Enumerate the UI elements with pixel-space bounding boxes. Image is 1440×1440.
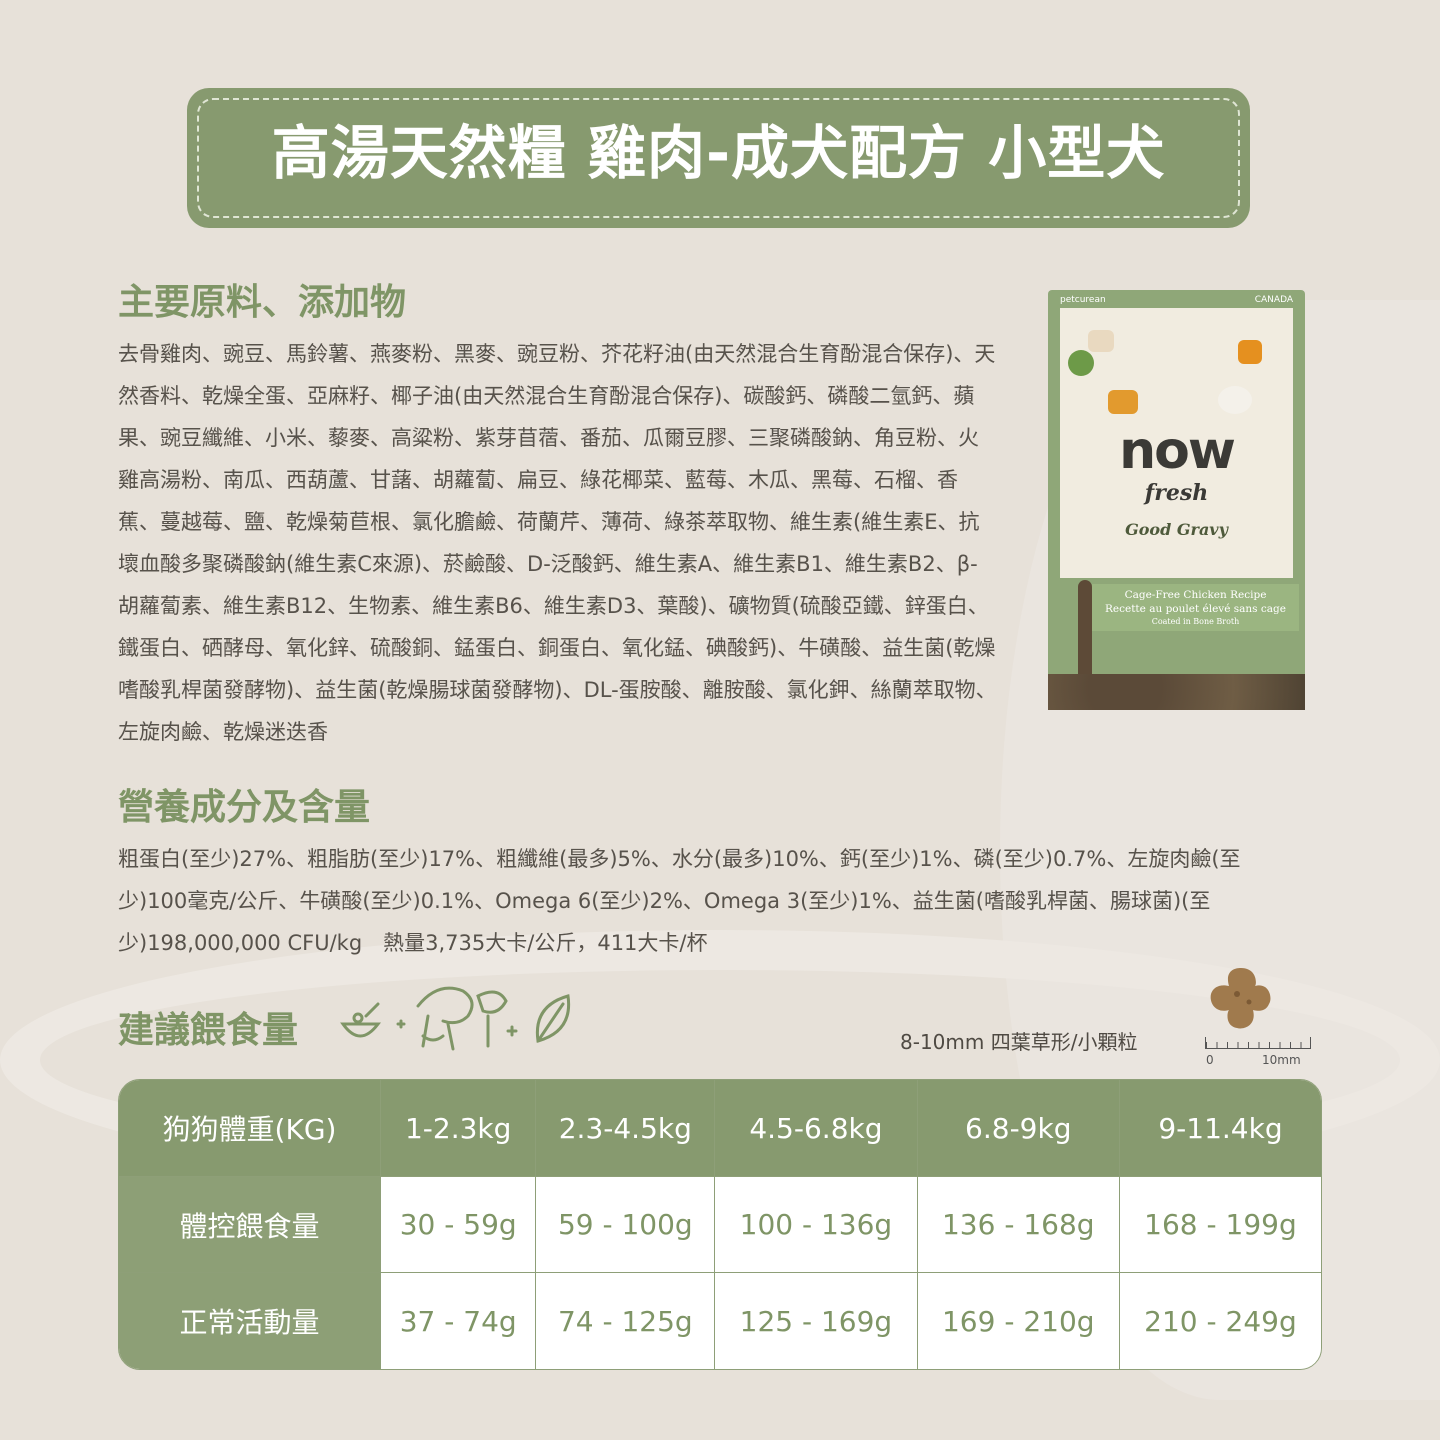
content-column: 主要原料、添加物 去骨雞肉、豌豆、馬鈴薯、燕麥粉、黑麥、豌豆粉、芥花籽油(由天然… [118, 278, 1322, 1370]
row-label: 正常活動量 [119, 1273, 381, 1369]
header-cell: 4.5-6.8kg [715, 1080, 918, 1177]
table-row: 體控餵食量 30 - 59g 59 - 100g 100 - 136g 136 … [119, 1177, 1321, 1273]
page-title: 高湯天然糧 雞肉-成犬配方 小型犬 [271, 119, 1166, 187]
header-cell: 6.8-9kg [917, 1080, 1120, 1177]
brand-logo: petcurean [1060, 295, 1106, 305]
title-banner: 高湯天然糧 雞肉-成犬配方 小型犬 [187, 88, 1250, 228]
scale-max: 10mm [1262, 1053, 1301, 1067]
table-cell: 59 - 100g [536, 1177, 716, 1273]
kibble-image [1210, 968, 1271, 1029]
recipe-fr: Recette au poulet élevé sans cage [1105, 603, 1286, 615]
nutrition-heading: 營養成分及含量 [118, 787, 371, 828]
table-cell: 136 - 168g [917, 1177, 1120, 1273]
table-cell: 168 - 199g [1119, 1177, 1321, 1273]
header-cell: 2.3-4.5kg [536, 1080, 716, 1177]
table-row: 正常活動量 37 - 74g 74 - 125g 125 - 169g 169 … [119, 1273, 1321, 1369]
kibble-pile [1078, 580, 1092, 690]
table-cell: 30 - 59g [381, 1177, 537, 1273]
table-cell: 100 - 136g [715, 1177, 918, 1273]
table-cell: 125 - 169g [715, 1273, 918, 1369]
product-line: Good Gravy [1125, 520, 1228, 539]
nutrition-text: 粗蛋白(至少)27%、粗脂肪(至少)17%、粗纖維(最多)5%、水分(最多)10… [118, 847, 1241, 955]
product-image: petcurean CANADA now fresh Good Gravy Cag… [1048, 290, 1305, 710]
ingredients-heading: 主要原料、添加物 [118, 282, 407, 323]
table-header-row: 狗狗體重(KG) 1-2.3kg 2.3-4.5kg 4.5-6.8kg 6.8… [119, 1080, 1321, 1177]
ingredients-text: 去骨雞肉、豌豆、馬鈴薯、燕麥粉、黑麥、豌豆粉、芥花籽油(由天然混合生育酚混合保存… [118, 342, 997, 744]
feeding-header-row: 建議餵食量 8-10mm 四葉草形/小顆粒 0 10mm [118, 968, 1322, 1079]
header-cell: 狗狗體重(KG) [119, 1080, 381, 1177]
scale-min: 0 [1206, 1053, 1214, 1067]
logo-now: now [1119, 421, 1236, 481]
logo-fresh: fresh [1144, 480, 1209, 506]
country-label: CANADA [1254, 295, 1293, 305]
table-cell: 74 - 125g [536, 1273, 716, 1369]
feeding-table: 狗狗體重(KG) 1-2.3kg 2.3-4.5kg 4.5-6.8kg 6.8… [118, 1079, 1322, 1370]
dog-bowl-leaf-icon [340, 986, 571, 1051]
recipe-en: Cage-Free Chicken Recipe [1124, 589, 1267, 601]
table-cell: 169 - 210g [917, 1273, 1120, 1369]
recipe-label: Cage-Free Chicken Recipe Recette au poul… [1092, 584, 1299, 631]
dashed-border [197, 98, 1240, 218]
size-scale [1205, 1037, 1311, 1049]
header-cell: 1-2.3kg [381, 1080, 537, 1177]
kibble-bottom [1048, 674, 1305, 710]
row-label: 體控餵食量 [119, 1177, 381, 1273]
header-cell: 9-11.4kg [1119, 1080, 1321, 1177]
table-cell: 210 - 249g [1119, 1273, 1321, 1369]
table-cell: 37 - 74g [381, 1273, 537, 1369]
recipe-sub: Coated in Bone Broth [1151, 617, 1240, 626]
kibble-size-label: 8-10mm 四葉草形/小顆粒 [900, 1030, 1138, 1054]
feeding-heading: 建議餵食量 [118, 1010, 299, 1051]
